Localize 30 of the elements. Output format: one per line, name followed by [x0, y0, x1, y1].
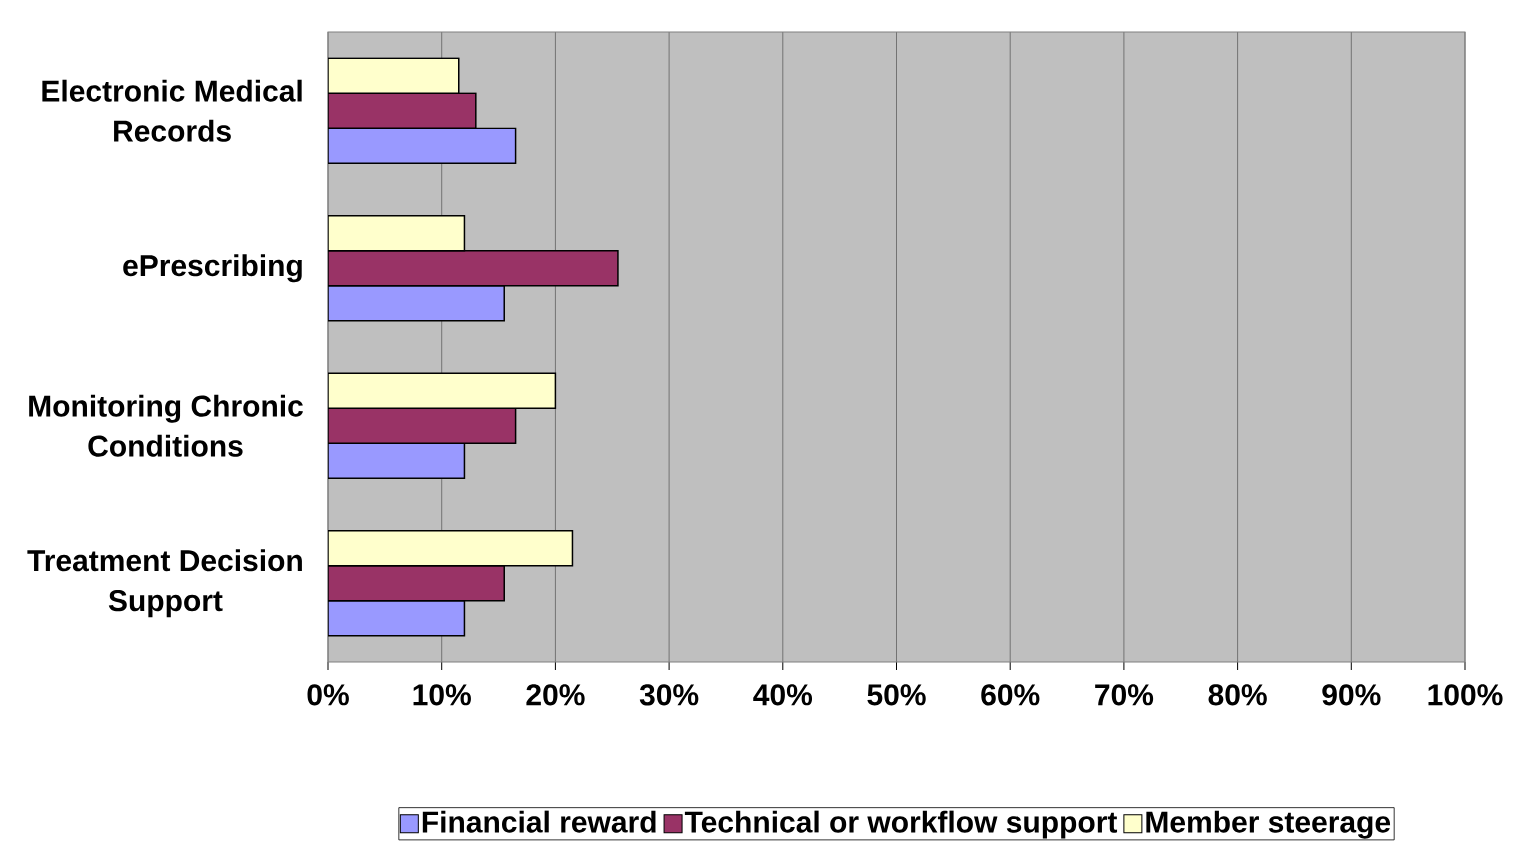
x-tick-label: 0%	[307, 684, 349, 706]
bar	[328, 284, 505, 322]
bar	[328, 372, 557, 409]
y-tick-label: ePrescribing	[123, 254, 302, 283]
y-tick-label: Monitoring Chronic Conditions	[29, 394, 303, 457]
bar	[328, 249, 619, 287]
x-tick-label: 10%	[413, 684, 471, 706]
bar	[328, 92, 477, 129]
x-tick-label: 20%	[526, 684, 585, 706]
bar	[328, 407, 517, 444]
bar	[328, 127, 517, 164]
bar	[328, 442, 466, 479]
bar	[328, 529, 574, 567]
x-tick-label: 70%	[1095, 684, 1154, 706]
legend-label: Technical or workflow support	[684, 810, 1118, 839]
x-tick-label: 40%	[753, 684, 813, 706]
x-tick-label: 90%	[1322, 684, 1381, 706]
legend-label: Financial reward	[422, 810, 656, 833]
legend-label: Member steerage	[1146, 810, 1391, 839]
bar	[328, 564, 505, 602]
x-tick-label: 60%	[981, 684, 1040, 706]
bar	[328, 57, 460, 94]
bar	[328, 599, 466, 637]
x-tick-label: 80%	[1208, 684, 1267, 706]
y-tick-label: Electronic Medical Records	[42, 79, 302, 142]
y-tick-label: Treatment Decision Support	[27, 549, 302, 618]
x-tick-label: 100%	[1428, 684, 1503, 706]
x-tick-label: 30%	[639, 684, 699, 706]
bar	[328, 214, 466, 252]
x-tick-label: 50%	[867, 684, 926, 706]
